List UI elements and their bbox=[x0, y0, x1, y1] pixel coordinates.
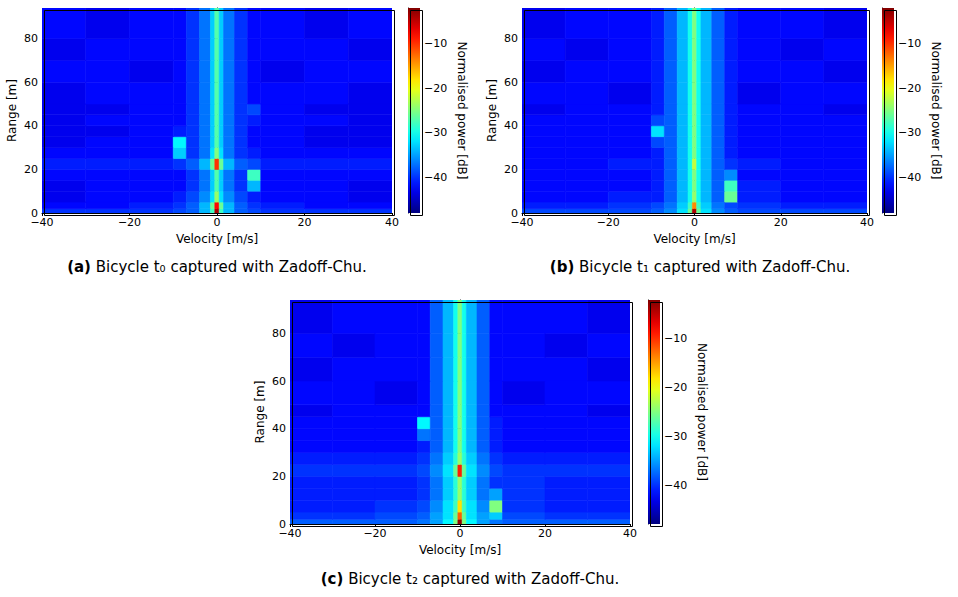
svg-text:−40: −40 bbox=[898, 171, 921, 184]
svg-text:−20: −20 bbox=[664, 381, 687, 394]
svg-text:20: 20 bbox=[24, 163, 38, 176]
svg-text:0: 0 bbox=[214, 216, 221, 229]
svg-text:−40: −40 bbox=[510, 216, 533, 229]
svg-text:Normalised power [dB]: Normalised power [dB] bbox=[695, 343, 709, 481]
svg-text:40: 40 bbox=[504, 119, 518, 132]
svg-text:20: 20 bbox=[774, 216, 788, 229]
svg-text:0: 0 bbox=[511, 206, 518, 220]
svg-text:−20: −20 bbox=[898, 82, 921, 95]
svg-text:40: 40 bbox=[272, 422, 286, 435]
svg-text:0: 0 bbox=[279, 517, 286, 531]
svg-text:Normalised power [dB]: Normalised power [dB] bbox=[929, 42, 943, 180]
svg-text:80: 80 bbox=[504, 32, 518, 45]
svg-text:−40: −40 bbox=[278, 527, 301, 540]
html-text:(c) Bicycle t₂ captured with Z: (c) Bicycle t₂ captured with Zadoff-Chu. bbox=[320, 570, 620, 588]
svg-text:40: 40 bbox=[24, 119, 38, 132]
html-text:(a) Bicycle t₀ captured with Z: (a) Bicycle t₀ captured with Zadoff-Chu. bbox=[67, 258, 367, 276]
svg-text:Range [m]: Range [m] bbox=[485, 79, 499, 142]
svg-text:−10: −10 bbox=[424, 37, 447, 50]
svg-text:Velocity [m/s]: Velocity [m/s] bbox=[176, 232, 258, 246]
html-text:(b) Bicycle t₁ captured with Z: (b) Bicycle t₁ captured with Zadoff-Chu. bbox=[549, 258, 851, 276]
svg-text:−20: −20 bbox=[597, 216, 620, 229]
svg-text:80: 80 bbox=[272, 327, 286, 340]
svg-text:60: 60 bbox=[504, 76, 518, 89]
svg-text:−40: −40 bbox=[664, 479, 687, 492]
svg-text:−30: −30 bbox=[424, 126, 447, 139]
svg-text:60: 60 bbox=[24, 76, 38, 89]
svg-text:40: 40 bbox=[860, 216, 874, 229]
svg-text:−20: −20 bbox=[424, 82, 447, 95]
svg-text:−10: −10 bbox=[664, 332, 687, 345]
svg-text:40: 40 bbox=[385, 216, 399, 229]
svg-text:−40: −40 bbox=[424, 171, 447, 184]
svg-text:Range [m]: Range [m] bbox=[5, 79, 19, 142]
svg-text:−40: −40 bbox=[30, 216, 53, 229]
svg-text:−20: −20 bbox=[118, 216, 141, 229]
svg-text:0: 0 bbox=[457, 527, 464, 540]
svg-text:−30: −30 bbox=[664, 430, 687, 443]
svg-text:Range [m]: Range [m] bbox=[253, 381, 267, 444]
svg-text:−10: −10 bbox=[898, 37, 921, 50]
svg-text:60: 60 bbox=[272, 375, 286, 388]
svg-text:20: 20 bbox=[504, 163, 518, 176]
svg-text:20: 20 bbox=[538, 527, 552, 540]
svg-text:Velocity [m/s]: Velocity [m/s] bbox=[419, 543, 501, 557]
svg-text:80: 80 bbox=[24, 32, 38, 45]
svg-text:Normalised power [dB]: Normalised power [dB] bbox=[455, 42, 469, 180]
svg-text:20: 20 bbox=[272, 470, 286, 483]
svg-text:Velocity [m/s]: Velocity [m/s] bbox=[653, 232, 735, 246]
svg-text:0: 0 bbox=[31, 206, 38, 220]
svg-text:−20: −20 bbox=[363, 527, 386, 540]
svg-text:20: 20 bbox=[298, 216, 312, 229]
svg-text:−30: −30 bbox=[898, 126, 921, 139]
svg-text:40: 40 bbox=[623, 527, 637, 540]
svg-text:0: 0 bbox=[691, 216, 698, 229]
